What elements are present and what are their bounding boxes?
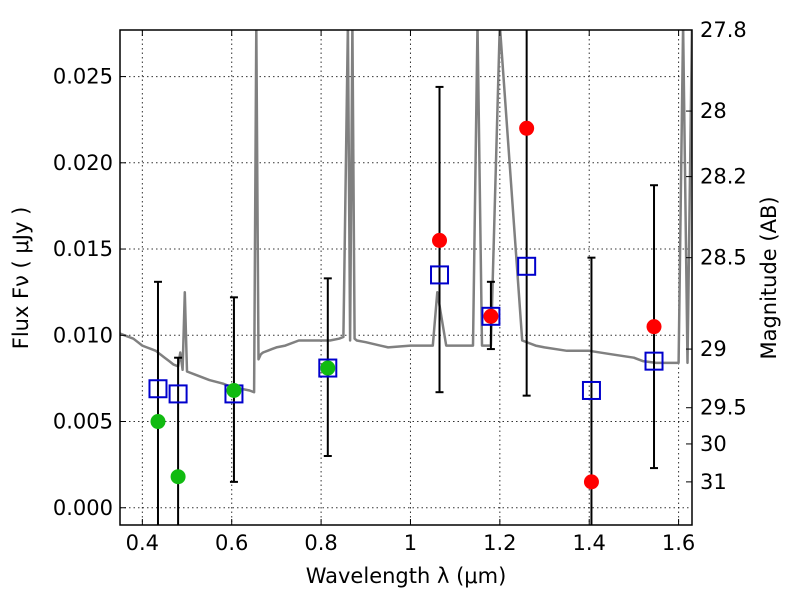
gridlines <box>120 30 692 525</box>
y-tick-label: 0.025 <box>53 65 113 89</box>
magnitude-tick-label: 29.5 <box>700 396 747 420</box>
axes: 0.4 0.6 0.8 1 1.2 1.4 1.6 0.000 0.005 0.010 0.015 0… <box>53 18 747 555</box>
model-square-marker <box>481 306 501 326</box>
y-tick-label: 0.010 <box>53 323 113 347</box>
plot-frame <box>119 29 693 526</box>
x-tick-label: 0.6 <box>215 531 248 555</box>
red-data-point <box>646 319 662 335</box>
x-tick-label: 0.8 <box>304 531 337 555</box>
x-tick-label: 1.2 <box>483 531 516 555</box>
magnitude-tick-label: 28 <box>700 99 727 123</box>
magnitude-tick-label: 29 <box>700 337 727 361</box>
magnitude-tick-label: 27.8 <box>700 18 747 42</box>
model-square-marker <box>517 256 537 276</box>
red-data-point <box>583 474 599 490</box>
x-axis-label: Wavelength λ (μm) <box>306 564 507 588</box>
model-square-marker <box>644 351 664 371</box>
y-tick-label: 0.005 <box>53 410 113 434</box>
green-data-point <box>226 382 242 398</box>
y-tick-label: 0.000 <box>53 496 113 520</box>
green-data-point <box>320 360 336 376</box>
red-data-point <box>432 232 448 248</box>
model-square-marker <box>148 379 168 399</box>
magnitude-tick-label: 28.2 <box>700 165 747 189</box>
x-tick-label: 1.4 <box>573 531 606 555</box>
model-square-marker <box>318 358 338 378</box>
green-data-point <box>170 469 186 485</box>
y2-axis-label: Magnitude (AB) <box>757 196 781 359</box>
red-data-point <box>519 120 535 136</box>
spectrum-line <box>120 30 692 394</box>
model-square-marker <box>581 380 601 400</box>
y-tick-label: 0.020 <box>53 151 113 175</box>
x-tick-label: 0.4 <box>126 531 159 555</box>
plot-data <box>120 30 692 525</box>
magnitude-tick-label: 31 <box>700 470 727 494</box>
model-square-marker <box>430 265 450 285</box>
y-tick-label: 0.015 <box>53 237 113 261</box>
model-square-marker <box>168 384 188 404</box>
green-data-point <box>150 414 166 430</box>
red-data-point <box>483 308 499 324</box>
y-axis-label: Flux Fν ( μJy ) <box>9 207 33 350</box>
magnitude-tick-label: 28.5 <box>700 246 747 270</box>
x-tick-label: 1.6 <box>662 531 695 555</box>
x-tick-label: 1 <box>404 531 417 555</box>
magnitude-tick-label: 30 <box>700 432 727 456</box>
